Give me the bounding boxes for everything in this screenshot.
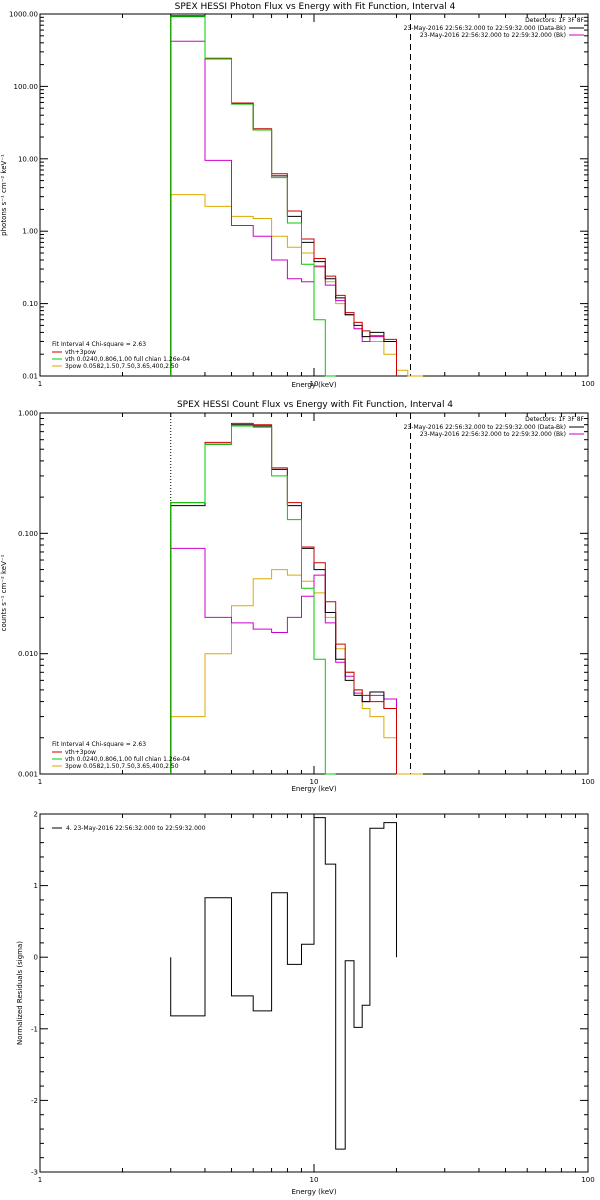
- chart-title: SPEX HESSI Count Flux vs Energy with Fit…: [177, 400, 453, 410]
- series-line-vth: [170, 425, 336, 775]
- series-line-3pow: [170, 194, 423, 377]
- x-axis-label: Energy (keV): [291, 785, 336, 793]
- x-tick-label: 1: [38, 1176, 42, 1184]
- y-tick-label: 1: [34, 882, 38, 890]
- fit-legend-label: vth 0.0240,0.806,1.00 full chian 1.26e-0…: [65, 356, 190, 363]
- y-tick-label: 1000.00: [9, 11, 38, 19]
- x-tick-label: 100: [581, 778, 594, 786]
- series-line-3pow: [170, 569, 423, 775]
- series-line-vth-3pow: [170, 15, 397, 376]
- time-legend-entry: 23-May-2016 22:56:32.000 to 22:59:32.000…: [404, 424, 584, 431]
- y-tick-label: 0.001: [18, 771, 38, 779]
- fit-legend-entry: vth+3pow: [52, 349, 96, 356]
- fit-legend-label: 3pow 0.0582,1.50,7.50,3.65,400,2.50: [65, 763, 179, 770]
- residual-legend-label: 4. 23-May-2016 22:56:32.000 to 22:59:32.…: [66, 825, 206, 832]
- chart-marks: 1 10 100 0.001 0.010 0.100 1.000: [18, 410, 595, 787]
- y-tick-label: 2: [34, 811, 38, 819]
- x-axis-label: Energy (keV): [291, 1188, 336, 1196]
- fit-legend-label: vth+3pow: [65, 349, 96, 356]
- x-tick-label: 10: [310, 380, 319, 388]
- y-axis-label: counts s⁻¹ cm⁻² keV⁻¹: [0, 554, 8, 631]
- time-legend-label: 23-May-2016 22:56:32.000 to 22:59:32.000…: [404, 424, 566, 431]
- y-tick-label: -3: [31, 1169, 38, 1177]
- fit-legend-entry: 3pow 0.0582,1.50,7.50,3.65,400,2.50: [52, 363, 179, 370]
- series-line-vth-3pow: [170, 422, 397, 774]
- fit-info-header: Fit Interval 4 Chi-square = 2.63: [52, 341, 146, 348]
- y-tick-label: 0: [34, 954, 38, 962]
- chart-marks: 1 10 100 0.01 0.10 1.00 10.00 100.00 1000.00: [9, 11, 595, 389]
- fit-info-header: Fit Interval 4 Chi-square = 2.63: [52, 741, 146, 748]
- time-legend-label: 23-May-2016 22:56:32.000 to 22:59:32.000…: [420, 431, 566, 438]
- x-tick-label: 100: [581, 380, 594, 388]
- y-tick-label: -2: [31, 1097, 38, 1105]
- fit-legend-label: 3pow 0.0582,1.50,7.50,3.65,400,2.50: [65, 363, 179, 370]
- count-flux-chart: SPEX HESSI Count Flux vs Energy with Fit…: [0, 400, 595, 793]
- detectors-label: Detectors: 1F 3F 8F: [525, 416, 584, 423]
- time-legend-label: 23-May-2016 22:56:32.000 to 22:59:32.000…: [404, 25, 566, 32]
- fit-legend-entry: vth 0.0240,0.806,1.00 full chian 1.26e-0…: [52, 356, 190, 363]
- y-tick-label: 1.00: [22, 228, 38, 236]
- fit-legend-entry: vth+3pow: [52, 749, 96, 756]
- residuals-chart: 1 10 100 -3 -2 -1 0 1 2 Energy (keV) Normalized …: [16, 811, 595, 1197]
- series-line-bk: [170, 40, 397, 376]
- series-line-residuals: [170, 817, 397, 1150]
- x-tick-label: 100: [581, 1176, 594, 1184]
- series-line-vth: [170, 15, 336, 377]
- y-tick-label: -1: [31, 1025, 38, 1033]
- x-tick-label: 1: [38, 778, 42, 786]
- detectors-label: Detectors: 1F 3F 8F: [525, 17, 584, 24]
- y-tick-label: 10.00: [18, 155, 38, 163]
- y-tick-label: 0.01: [22, 373, 38, 381]
- residual-legend-entry: 4. 23-May-2016 22:56:32.000 to 22:59:32.…: [52, 825, 206, 832]
- plot-frame: [39, 13, 589, 377]
- chart-marks: 1 10 100 -3 -2 -1 0 1 2: [31, 811, 595, 1185]
- fit-legend-label: vth+3pow: [65, 749, 96, 756]
- y-tick-label: 0.10: [22, 300, 38, 308]
- y-axis-label: Normalized Residuals (sigma): [16, 941, 24, 1045]
- time-legend-entry: 23-May-2016 22:56:32.000 to 22:59:32.000…: [420, 431, 584, 438]
- y-tick-label: 0.100: [18, 530, 38, 538]
- time-legend-entry: 23-May-2016 22:56:32.000 to 22:59:32.000…: [420, 32, 584, 39]
- fit-legend-entry: vth 0.0240,0.806,1.00 full chian 1.26e-0…: [52, 756, 190, 763]
- time-legend-label: 23-May-2016 22:56:32.000 to 22:59:32.000…: [420, 32, 566, 39]
- y-tick-label: 1.000: [18, 410, 38, 418]
- y-tick-label: 100.00: [14, 83, 39, 91]
- x-axis-label: Energy (keV): [291, 381, 336, 389]
- y-tick-label: 0.010: [18, 650, 38, 658]
- fit-legend-entry: 3pow 0.0582,1.50,7.50,3.65,400,2.50: [52, 763, 179, 770]
- time-legend-entry: 23-May-2016 22:56:32.000 to 22:59:32.000…: [404, 25, 584, 32]
- fit-legend-label: vth 0.0240,0.806,1.00 full chian 1.26e-0…: [65, 756, 190, 763]
- x-tick-label: 10: [310, 1176, 319, 1184]
- x-tick-label: 1: [38, 380, 42, 388]
- y-axis-label: photons s⁻¹ cm⁻² keV⁻¹: [0, 154, 8, 236]
- chart-title: SPEX HESSI Photon Flux vs Energy with Fi…: [175, 2, 456, 12]
- series-line-data-bk: [170, 424, 397, 774]
- photon-flux-chart: SPEX HESSI Photon Flux vs Energy with Fi…: [0, 2, 595, 389]
- x-tick-label: 10: [310, 778, 319, 786]
